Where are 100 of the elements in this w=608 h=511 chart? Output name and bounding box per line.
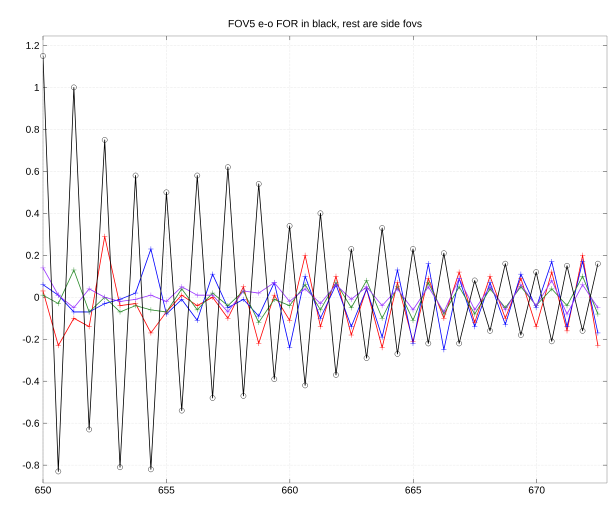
point xyxy=(71,84,77,90)
point xyxy=(580,258,586,264)
point xyxy=(318,324,324,330)
point xyxy=(132,290,138,296)
point xyxy=(518,276,524,282)
point xyxy=(502,307,508,313)
point xyxy=(472,324,478,330)
point xyxy=(286,344,292,350)
point xyxy=(194,307,200,313)
point xyxy=(564,311,570,317)
point xyxy=(286,318,292,324)
y-tick-label: 1.2 xyxy=(26,42,39,49)
point xyxy=(225,164,231,170)
point xyxy=(548,278,555,284)
point xyxy=(580,328,586,334)
y-tick-label: -0.8 xyxy=(22,462,40,469)
point xyxy=(117,464,123,470)
point xyxy=(210,271,216,277)
point xyxy=(194,172,200,178)
point xyxy=(580,282,586,288)
point xyxy=(548,286,555,292)
point xyxy=(426,276,432,282)
y-tick-label: 1 xyxy=(34,84,40,91)
point xyxy=(56,300,62,306)
point xyxy=(178,292,185,298)
point xyxy=(71,304,77,311)
point xyxy=(394,351,400,357)
point xyxy=(426,280,432,286)
point xyxy=(379,334,385,340)
point xyxy=(410,307,416,313)
point xyxy=(533,269,539,275)
point xyxy=(256,340,262,346)
point xyxy=(394,280,400,286)
point xyxy=(364,284,370,290)
x-tick-label: 650 xyxy=(35,486,51,494)
point xyxy=(426,284,432,290)
point xyxy=(426,260,432,266)
point xyxy=(456,269,462,275)
point xyxy=(379,344,385,350)
point xyxy=(441,315,447,322)
point xyxy=(178,408,185,414)
point xyxy=(318,307,324,313)
y-tick-label: 0.6 xyxy=(26,168,40,175)
point xyxy=(548,338,555,344)
y-tick-label: 0.2 xyxy=(26,252,39,259)
point xyxy=(318,210,324,216)
point xyxy=(240,296,246,302)
point xyxy=(117,309,123,315)
point xyxy=(426,340,432,346)
point xyxy=(225,302,231,308)
x-tick-label: 670 xyxy=(528,486,545,494)
point xyxy=(333,273,339,280)
point xyxy=(348,324,354,330)
point xyxy=(178,284,185,290)
point xyxy=(256,313,262,319)
point xyxy=(595,330,601,336)
point xyxy=(148,246,154,252)
point xyxy=(502,260,508,266)
point xyxy=(456,340,462,346)
y-tick-label: 0.8 xyxy=(26,126,40,133)
point xyxy=(595,311,601,317)
y-tick-label: 0 xyxy=(34,294,40,301)
point xyxy=(302,282,308,288)
point xyxy=(86,324,92,330)
point xyxy=(286,298,292,304)
point xyxy=(533,324,539,330)
point xyxy=(210,395,216,401)
point xyxy=(164,298,170,304)
point xyxy=(102,300,108,306)
point xyxy=(564,328,570,334)
point xyxy=(502,322,508,328)
point xyxy=(580,273,586,280)
point xyxy=(318,300,324,306)
point xyxy=(102,137,108,143)
point xyxy=(194,302,200,308)
point xyxy=(348,246,354,252)
point xyxy=(333,372,339,378)
point xyxy=(318,315,324,322)
point xyxy=(86,286,92,292)
point xyxy=(71,309,77,315)
point xyxy=(271,296,278,302)
point xyxy=(302,252,308,258)
point xyxy=(71,267,77,273)
point xyxy=(394,286,400,292)
point xyxy=(148,307,154,313)
point xyxy=(595,304,601,311)
point xyxy=(148,330,154,336)
point xyxy=(580,252,586,258)
point xyxy=(225,315,231,322)
point xyxy=(348,304,354,311)
point xyxy=(40,282,46,288)
point xyxy=(487,284,493,290)
point xyxy=(40,53,46,59)
point xyxy=(364,355,370,361)
point xyxy=(410,246,416,252)
point xyxy=(132,172,138,178)
point xyxy=(379,302,385,308)
point xyxy=(487,280,493,286)
point xyxy=(240,284,246,290)
point xyxy=(564,302,570,308)
